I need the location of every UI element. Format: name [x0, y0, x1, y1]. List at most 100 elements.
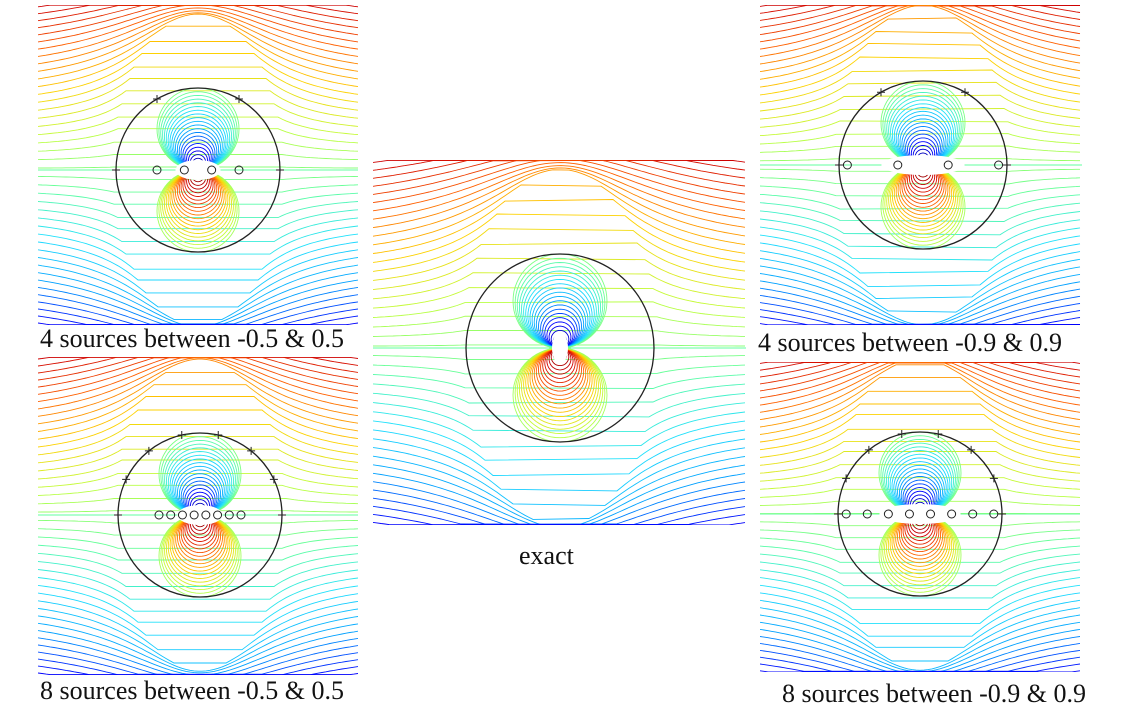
contour-line	[38, 371, 358, 425]
lower-lobe-contour	[527, 347, 593, 413]
contour-line	[373, 184, 746, 246]
upper-lobe-contour	[895, 464, 945, 515]
contour-line	[373, 402, 746, 433]
contour-line	[373, 242, 746, 281]
upper-lobe-contour	[182, 480, 218, 516]
contour-line	[760, 403, 1080, 443]
contour-line	[38, 561, 358, 587]
collocation-point	[144, 446, 153, 455]
contour-line	[760, 584, 1080, 624]
contour-plot	[38, 357, 358, 675]
lower-lobe-contour	[171, 514, 229, 572]
contour-line	[760, 133, 1081, 145]
lower-lobe-contour	[180, 169, 216, 205]
lower-lobe-contour	[897, 164, 949, 216]
contour-line	[38, 209, 358, 230]
contour-line	[760, 158, 1080, 162]
contour-line	[38, 66, 358, 103]
contour-line	[373, 481, 746, 525]
contour-line	[38, 184, 358, 193]
contour-line	[760, 362, 1080, 413]
collocation-point	[998, 510, 1006, 518]
lower-lobe-contour	[173, 514, 227, 568]
contour-line	[760, 17, 1081, 73]
contour-line	[373, 329, 745, 337]
upper-lobe-contour	[893, 461, 947, 515]
contour-line	[38, 358, 358, 417]
collocation-point	[877, 88, 885, 97]
contour-line	[38, 141, 358, 152]
upper-lobe-contour	[162, 439, 238, 516]
panel-exact	[373, 160, 746, 525]
contour-line	[760, 210, 1081, 236]
contour-line	[760, 250, 1081, 299]
contour-line	[38, 622, 358, 674]
lower-lobe-contour	[890, 164, 956, 231]
lower-lobe-contour	[178, 169, 218, 209]
contour-line	[760, 599, 1080, 648]
contour-line	[760, 362, 1080, 392]
lower-lobe-contour	[903, 164, 943, 204]
lower-lobe-contour	[540, 347, 580, 388]
lower-lobe-contour	[880, 513, 960, 593]
lower-lobe-contour	[885, 513, 955, 582]
contour-line	[38, 396, 358, 440]
collocation-point	[177, 431, 186, 440]
contour-line	[373, 287, 746, 309]
contour-line	[760, 607, 1080, 662]
contour-line	[373, 472, 746, 525]
lower-lobe-contour	[175, 169, 221, 216]
lower-lobe-contour	[888, 164, 958, 235]
contour-line	[38, 472, 358, 488]
contour-line	[38, 357, 358, 367]
cylinder-boundary	[465, 253, 655, 443]
contour-line	[38, 448, 358, 472]
contour-line	[760, 42, 1081, 88]
upper-lobe-contour	[903, 126, 943, 166]
contour-line	[760, 257, 1081, 313]
lower-lobe-contour	[891, 513, 949, 571]
upper-lobe-contour	[898, 472, 942, 515]
upper-lobe-contour	[175, 465, 225, 516]
upper-lobe-contour	[160, 94, 236, 171]
lower-lobe-contour	[886, 164, 960, 239]
contour-line	[38, 357, 358, 381]
contour-line	[760, 5, 1081, 65]
lower-lobe-contour	[164, 514, 236, 587]
contour-line	[38, 257, 358, 308]
lower-lobe-contour	[521, 347, 599, 426]
contour-plot	[38, 5, 358, 325]
contour-line	[760, 5, 1081, 57]
contour-line	[373, 392, 746, 418]
contour-line	[760, 670, 1080, 672]
upper-lobe-contour	[533, 295, 587, 349]
lower-lobe-contour	[546, 347, 574, 375]
contour-line	[38, 357, 358, 360]
contour-line	[38, 357, 358, 395]
lower-lobe-contour	[882, 164, 964, 246]
contour-line	[38, 498, 358, 505]
lower-lobe-contour	[889, 513, 951, 575]
contour-line	[760, 234, 1081, 274]
collocation-point	[989, 474, 998, 483]
upper-lobe-contour	[518, 266, 602, 349]
lower-lobe-contour	[542, 347, 578, 384]
upper-lobe-contour	[900, 475, 940, 515]
contour-line	[760, 451, 1080, 474]
lower-lobe-contour	[531, 347, 589, 405]
contour-line	[373, 383, 746, 404]
upper-lobe-contour	[885, 446, 955, 515]
contour-line	[373, 213, 746, 263]
contour-line	[38, 544, 358, 561]
contour-line	[760, 362, 1080, 371]
panel-8-sources-0-9	[760, 362, 1080, 672]
collocation-point	[235, 94, 243, 103]
contour-line	[760, 545, 1080, 563]
lower-lobe-contour	[901, 164, 945, 208]
contour-line	[373, 438, 746, 492]
contour-line	[38, 384, 358, 432]
contour-plot	[760, 5, 1082, 325]
contour-line	[760, 5, 1081, 43]
lower-lobe-contour	[898, 513, 942, 556]
upper-lobe-contour	[887, 450, 953, 515]
